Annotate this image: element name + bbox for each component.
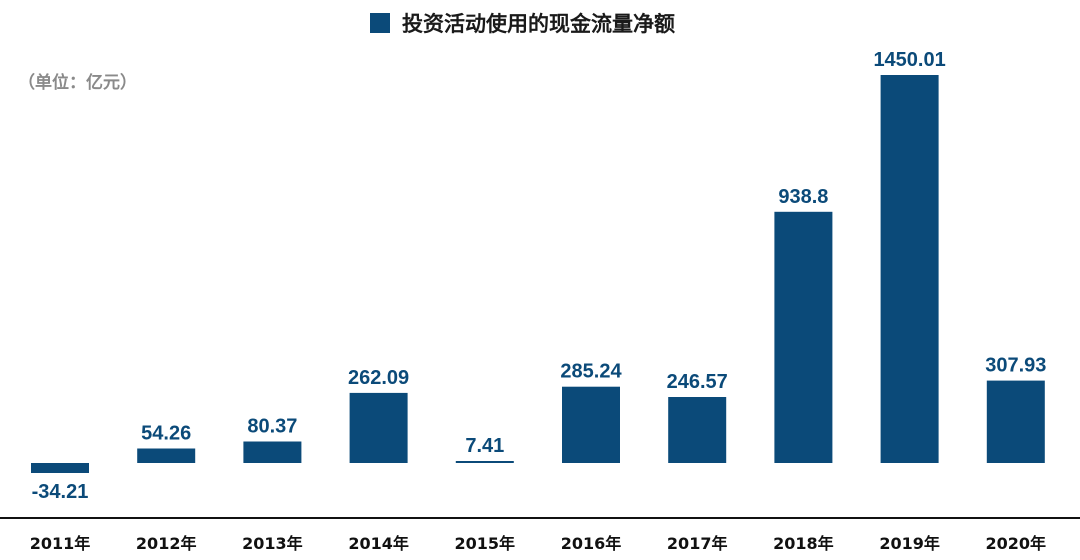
bar-2011年: [31, 463, 89, 473]
bar-2014年: [349, 392, 408, 463]
x-tick-2011年: 2011年: [30, 534, 91, 553]
bar-2016年: [562, 386, 620, 463]
legend: 投资活动使用的现金流量净额: [370, 12, 675, 36]
value-label-2014年: 262.09: [348, 367, 409, 389]
value-label-2015年: 7.41: [465, 435, 504, 457]
legend-swatch: [370, 13, 390, 33]
x-tick-2016年: 2016年: [561, 534, 622, 553]
bars-group: [31, 75, 1045, 473]
bar-2015年: [455, 461, 514, 463]
bar-2019年: [880, 75, 939, 463]
x-tick-2014年: 2014年: [348, 534, 409, 553]
bar-2012年: [137, 448, 196, 463]
value-label-2012年: 54.26: [141, 423, 191, 445]
value-label-2011年: -34.21: [32, 481, 89, 503]
x-tick-2020年: 2020年: [986, 534, 1047, 553]
unit-note: （单位：亿元）: [18, 72, 137, 93]
x-tick-2013年: 2013年: [242, 534, 303, 553]
value-label-2018年: 938.8: [778, 186, 828, 208]
x-tick-2018年: 2018年: [773, 534, 834, 553]
value-label-2013年: 80.37: [247, 416, 297, 438]
bar-2020年: [986, 380, 1045, 463]
value-label-2016年: 285.24: [560, 361, 622, 383]
value-labels-group: -34.21 54.26 80.37 262.09 7.41 285.24 246.57 93…: [32, 49, 1047, 503]
x-tick-2019年: 2019年: [879, 534, 940, 553]
legend-label: 投资活动使用的现金流量净额: [402, 12, 675, 36]
value-label-2019年: 1450.01: [873, 49, 945, 71]
bar-2013年: [243, 441, 302, 463]
x-tick-2012年: 2012年: [136, 534, 197, 553]
bar-2018年: [774, 211, 833, 463]
value-label-2020年: 307.93: [985, 355, 1046, 377]
x-tick-2015年: 2015年: [455, 534, 516, 553]
value-label-2017年: 246.57: [667, 371, 728, 393]
x-tick-2017年: 2017年: [667, 534, 728, 553]
x-tick-labels-group: 2011年 2012年 2013年 2014年 2015年 2016年 2017年 2018年…: [30, 534, 1046, 553]
bar-2017年: [668, 397, 727, 463]
